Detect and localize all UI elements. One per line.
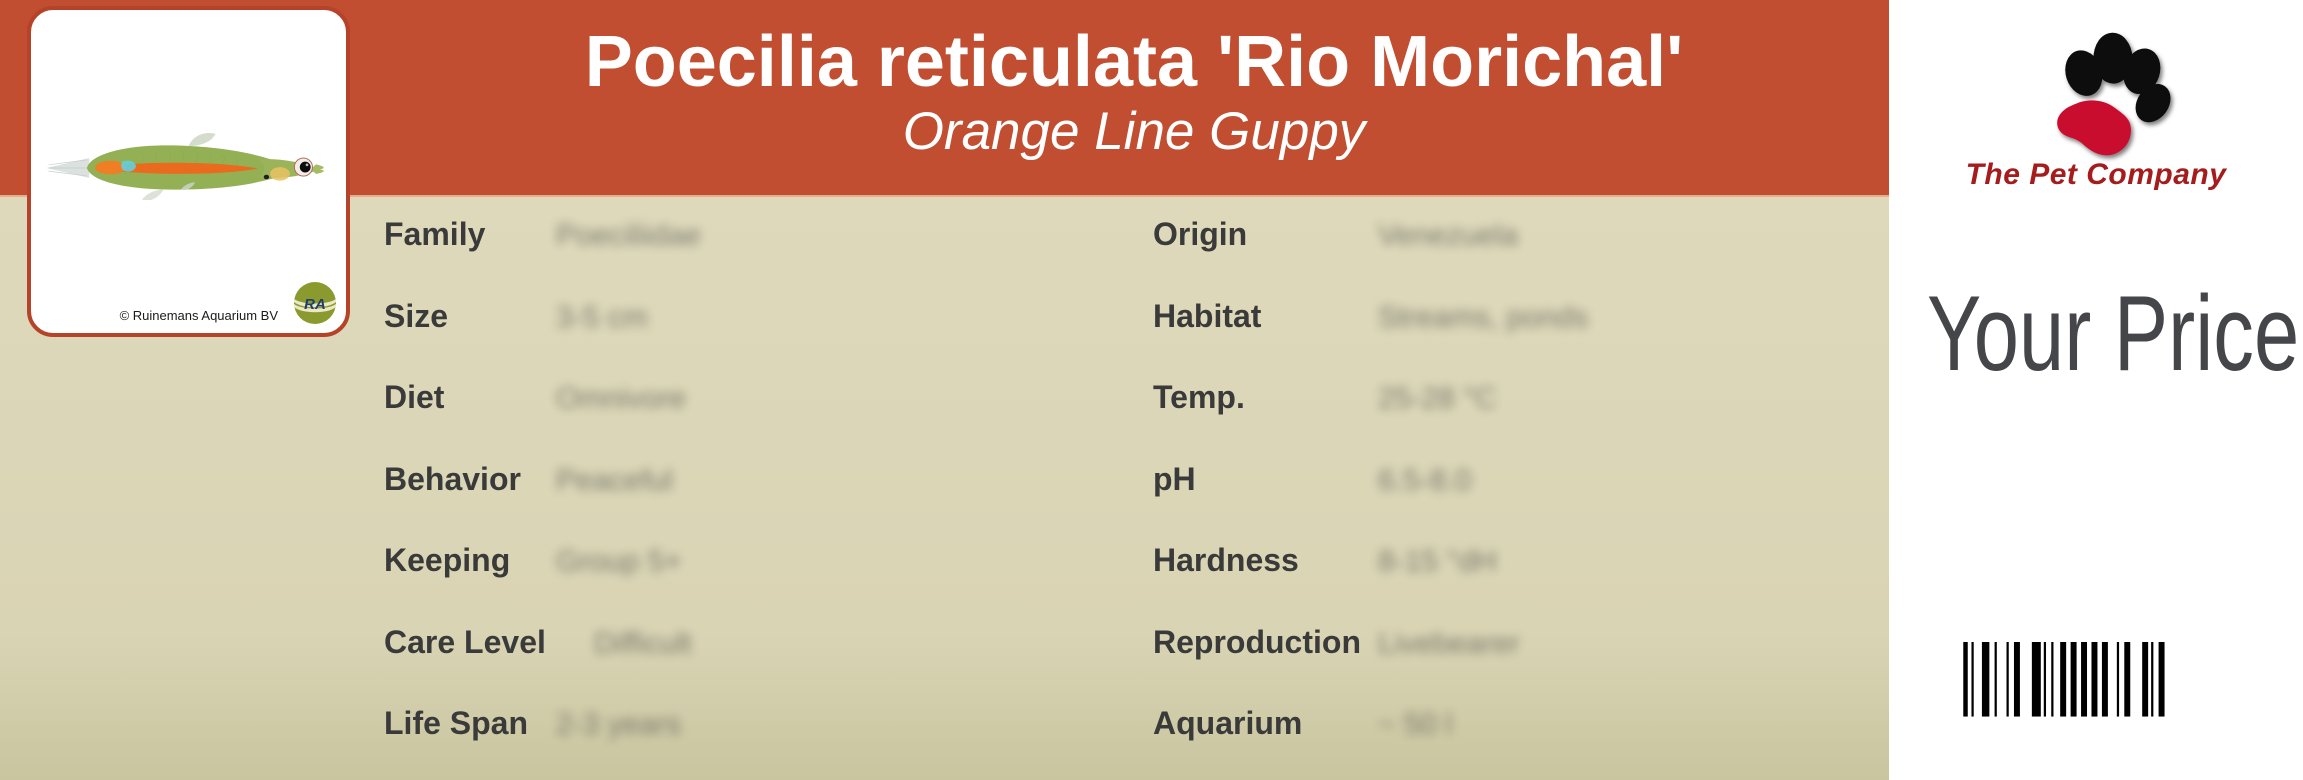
svg-text:RA: RA	[304, 296, 326, 313]
